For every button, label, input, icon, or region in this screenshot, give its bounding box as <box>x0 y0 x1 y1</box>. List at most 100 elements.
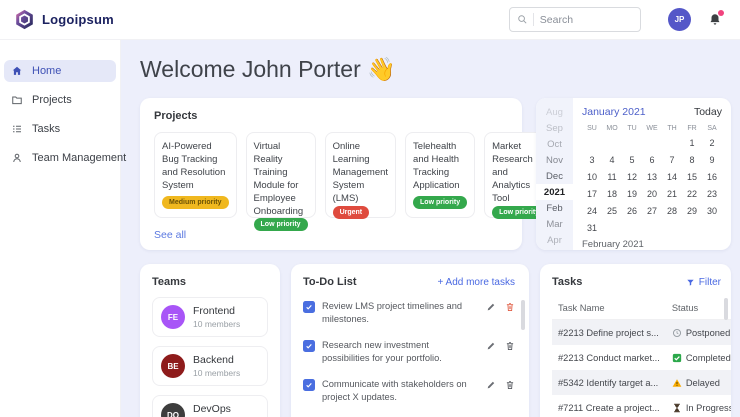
status-cell: Delayed <box>672 378 731 388</box>
rail-month[interactable]: Sep <box>546 122 563 134</box>
project-card[interactable]: Online Learning Management System (LMS) … <box>324 132 397 219</box>
rail-month[interactable]: Oct <box>547 138 562 150</box>
today-button[interactable]: Today <box>693 106 722 118</box>
team-item[interactable]: BE Backend 10 members <box>152 346 268 386</box>
edit-pencil-icon[interactable] <box>486 341 496 351</box>
sidebar-item-team-management[interactable]: Team Management <box>4 147 126 169</box>
rail-month[interactable]: Apr <box>547 234 562 246</box>
top-bar: Logoipsum JP <box>0 0 740 40</box>
delete-trash-icon[interactable] <box>505 302 515 312</box>
calendar-day[interactable]: 22 <box>686 189 697 199</box>
todo-checkbox[interactable] <box>303 339 315 352</box>
calendar-day[interactable]: 20 <box>646 189 657 199</box>
calendar-day-empty <box>582 135 602 152</box>
notification-bell-button[interactable] <box>708 10 724 27</box>
calendar-day[interactable]: 9 <box>709 155 715 165</box>
current-month-link[interactable]: January 2021 <box>582 106 646 118</box>
task-name-cell: #2213 Define project s... <box>552 319 666 345</box>
see-all-link[interactable]: See all <box>154 229 187 241</box>
team-name: Frontend <box>193 305 236 317</box>
calendar-day[interactable]: 30 <box>706 206 717 216</box>
rail-month[interactable]: Feb <box>546 202 563 214</box>
calendar-day[interactable]: 21 <box>666 189 677 199</box>
calendar-day[interactable]: 6 <box>649 155 655 165</box>
calendar-day[interactable]: 25 <box>606 206 617 216</box>
todo-scrollbar[interactable] <box>521 300 525 330</box>
page-title: Welcome John Porter 👋 <box>140 56 396 82</box>
team-name: Backend <box>193 354 234 366</box>
calendar-day[interactable]: 13 <box>646 172 657 182</box>
sidebar-item-projects[interactable]: Projects <box>4 89 116 111</box>
task-row[interactable]: #7211 Create a project... In Progress <box>552 395 731 417</box>
calendar-day[interactable]: 18 <box>606 189 617 199</box>
calendar-day[interactable]: 26 <box>626 206 637 216</box>
calendar-day[interactable]: 1 <box>689 138 695 148</box>
main-content: Welcome John Porter 👋 Projects AI-Powere… <box>121 40 740 417</box>
task-row[interactable]: #5342 Identify target a... Delayed <box>552 370 731 395</box>
calendar-day[interactable]: 15 <box>686 172 697 182</box>
green-check-icon <box>672 353 681 362</box>
rail-month[interactable]: Dec <box>546 170 563 182</box>
priority-badge: Low priority <box>413 196 468 209</box>
calendar-day[interactable]: 11 <box>607 172 617 182</box>
calendar-day[interactable]: 5 <box>629 155 635 165</box>
rail-month-selected[interactable]: 2021 <box>536 184 573 200</box>
avatar[interactable]: JP <box>668 8 691 31</box>
calendar-day-empty <box>622 135 642 152</box>
sidebar-item-label: Home <box>32 65 62 77</box>
todo-checkbox[interactable] <box>303 301 315 313</box>
project-card[interactable]: AI-Powered Bug Tracking and Resolution S… <box>154 132 237 218</box>
calendar-day[interactable]: 28 <box>666 206 677 216</box>
tasks-scrollbar[interactable] <box>724 298 728 320</box>
task-row[interactable]: #2213 Conduct market... Completed <box>552 345 731 370</box>
calendar-day[interactable]: 12 <box>626 172 637 182</box>
calendar-day[interactable]: 4 <box>609 155 615 165</box>
todo-checkbox[interactable] <box>303 378 315 391</box>
calendar-day[interactable]: 3 <box>589 155 595 165</box>
calendar-day[interactable]: 31 <box>586 223 597 233</box>
calendar-card: Aug Sep Oct Nov Dec 2021 Feb Mar Apr May… <box>536 98 731 250</box>
team-item[interactable]: DO DevOps 10 members <box>152 395 268 417</box>
search-box[interactable] <box>509 7 641 32</box>
calendar-day[interactable]: 24 <box>586 206 597 216</box>
rail-month[interactable]: Mar <box>546 218 563 230</box>
calendar-day[interactable]: 7 <box>669 155 675 165</box>
priority-badge: Low priority <box>492 205 547 219</box>
todo-card: To-Do List + Add more tasks Review LMS p… <box>291 264 529 417</box>
calendar-day[interactable]: 19 <box>626 189 637 199</box>
team-item[interactable]: FE Frontend 10 members <box>152 297 268 337</box>
search-divider <box>533 13 534 26</box>
add-more-tasks-link[interactable]: + Add more tasks <box>437 276 515 288</box>
calendar-day[interactable]: 10 <box>586 172 597 182</box>
task-row[interactable]: #2213 Define project s... Postponed <box>552 319 731 345</box>
hourglass-icon <box>673 403 680 412</box>
calendar-day[interactable]: 27 <box>646 206 657 216</box>
calendar-day[interactable]: 23 <box>706 189 717 199</box>
edit-pencil-icon[interactable] <box>486 380 496 390</box>
calendar-grid: 1 2 3 4 5 6 7 8 9 10 11 12 13 14 15 16 17 18 19 20 21 22 23 24 2… <box>582 135 722 237</box>
calendar-day[interactable]: 2 <box>709 138 715 148</box>
sidebar-item-home[interactable]: Home <box>4 60 116 82</box>
search-input[interactable] <box>539 13 633 26</box>
rail-month[interactable]: Aug <box>546 106 563 118</box>
calendar-day[interactable]: 14 <box>666 172 677 182</box>
team-name: DevOps <box>193 403 231 415</box>
rail-month[interactable]: May <box>536 248 573 250</box>
teams-card: Teams FE Frontend 10 members BE Backend … <box>140 264 280 417</box>
calendar-day[interactable]: 8 <box>689 155 695 165</box>
filter-button[interactable]: Filter <box>686 277 721 288</box>
project-card[interactable]: Telehealth and Health Tracking Applicati… <box>405 132 476 218</box>
status-cell: Completed <box>672 353 731 363</box>
rail-month[interactable]: Nov <box>546 154 563 166</box>
sidebar-item-tasks[interactable]: Tasks <box>4 118 116 140</box>
calendar-day[interactable]: 29 <box>686 206 697 216</box>
project-card[interactable]: Virtual Reality Training Module for Empl… <box>245 132 316 232</box>
calendar-day[interactable]: 16 <box>706 172 717 182</box>
calendar-day[interactable]: 17 <box>586 189 597 199</box>
calendar-day-empty <box>602 220 622 237</box>
edit-pencil-icon[interactable] <box>486 302 496 312</box>
delete-trash-icon[interactable] <box>505 380 515 390</box>
todo-item: Communicate with stakeholders on project… <box>303 378 515 405</box>
delete-trash-icon[interactable] <box>505 341 515 351</box>
status-label: Delayed <box>685 377 720 388</box>
